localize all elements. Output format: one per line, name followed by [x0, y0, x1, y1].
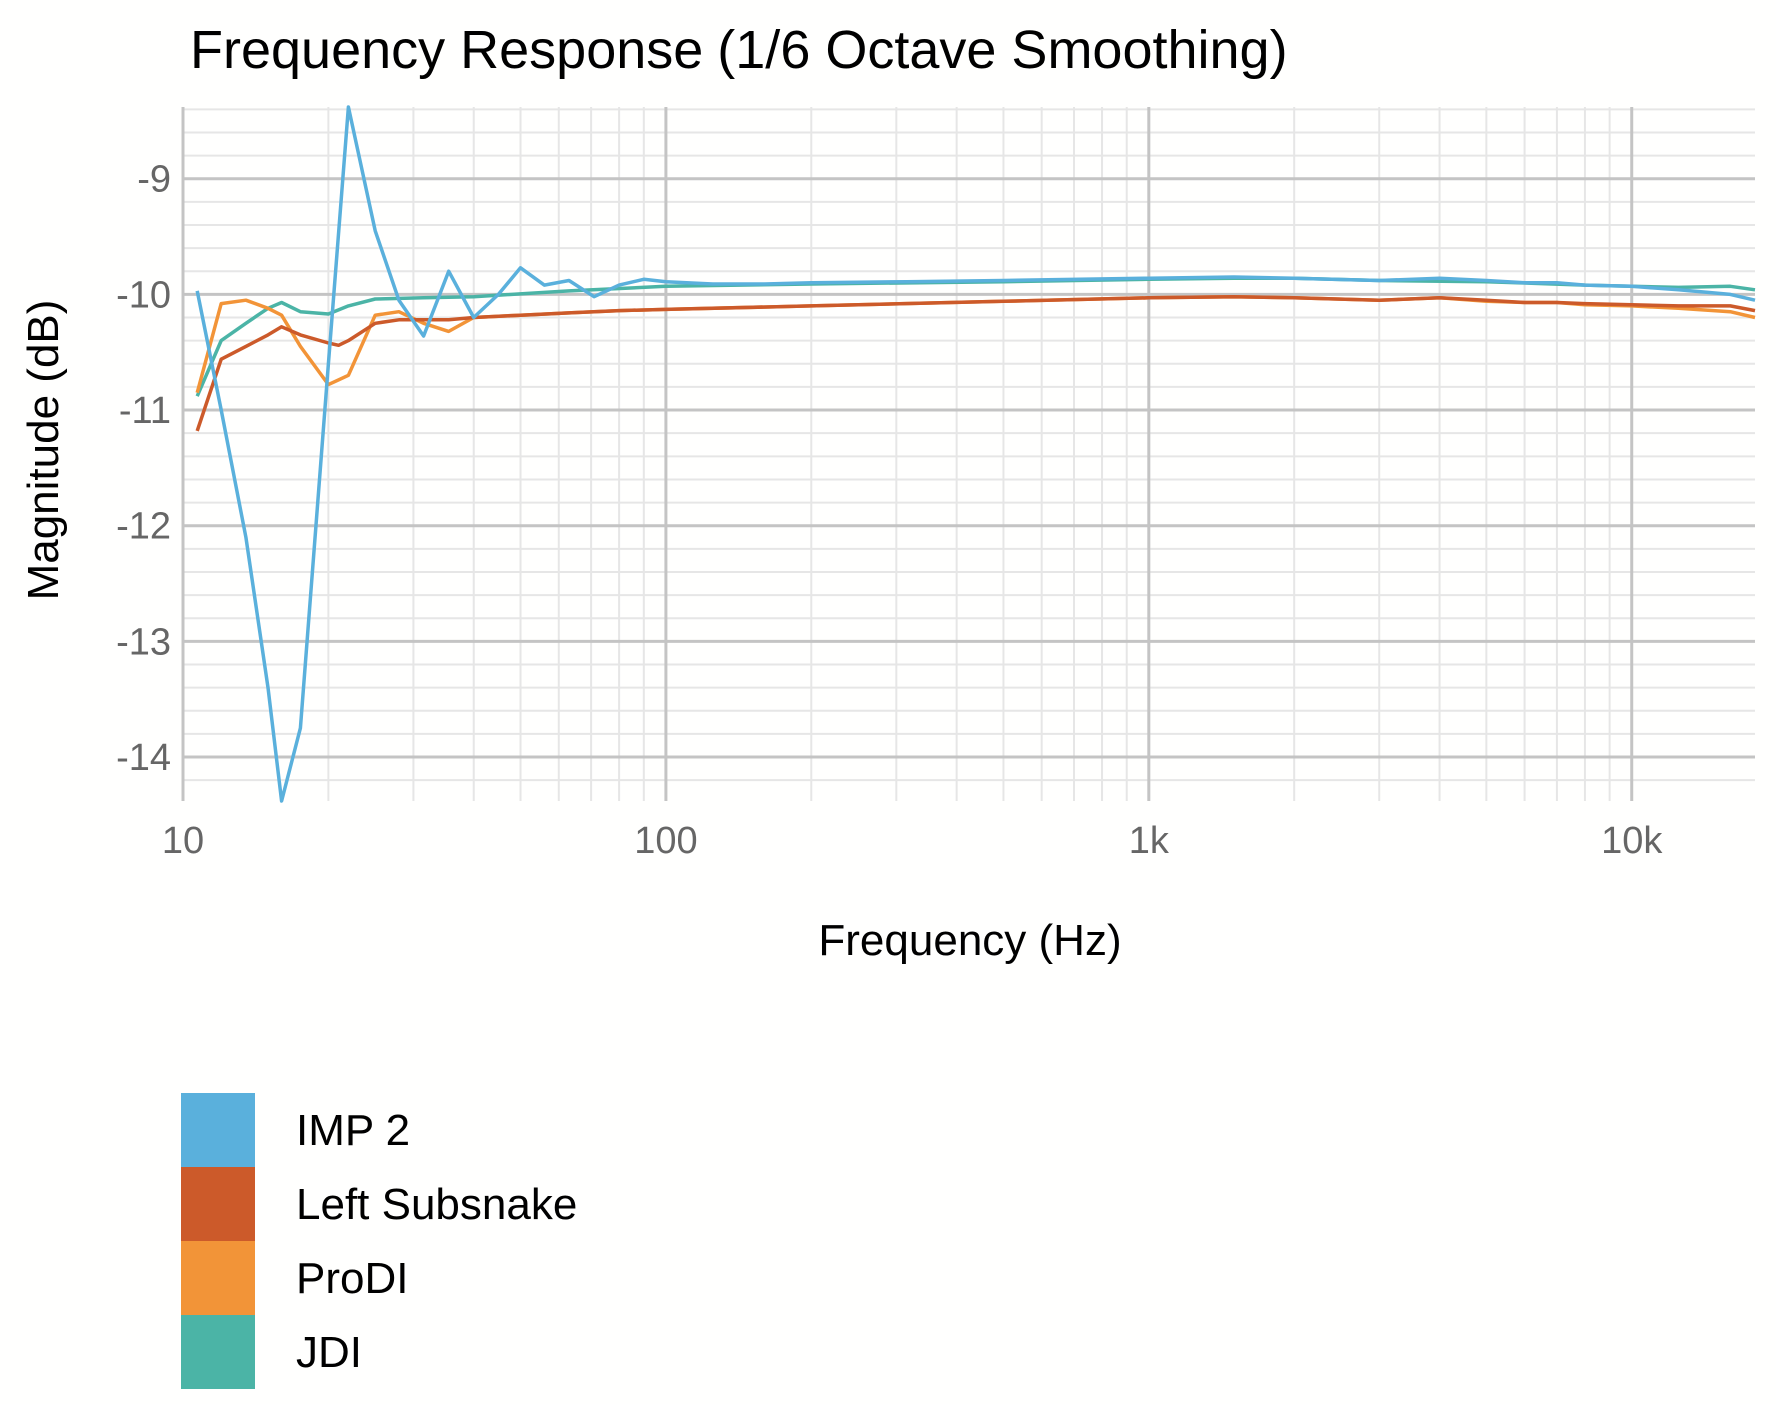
y-tick-label: -12 [116, 506, 171, 548]
legend-label: IMP 2 [296, 1106, 410, 1155]
y-axis-ticks: -9 -10 -11 -12 -13 -14 [116, 159, 171, 779]
series-line-left-subsnake [195, 294, 1756, 432]
y-tick-label: -10 [116, 274, 171, 316]
x-tick-label: 10k [1601, 820, 1663, 862]
x-axis-ticks: 10 100 1k 10k [162, 820, 1663, 862]
chart-title-main: Frequency Response [190, 20, 703, 80]
legend-label: JDI [296, 1328, 362, 1377]
x-axis-title: Frequency (Hz) [818, 916, 1121, 965]
plot-series [195, 105, 1756, 803]
legend-swatch-imp-2 [181, 1093, 255, 1167]
legend-swatch-prodi [181, 1241, 255, 1315]
legend-label: Left Subsnake [296, 1180, 577, 1229]
chart-title-subtitle: (1/6 Octave Smoothing) [717, 20, 1287, 80]
series-line-imp-2 [195, 105, 1756, 803]
plot-grid [181, 107, 1755, 801]
legend-swatch-left-subsnake [181, 1167, 255, 1241]
chart-title: Frequency Response (1/6 Octave Smoothing) [190, 20, 1288, 80]
y-tick-label: -13 [116, 621, 171, 663]
legend-swatch-jdi [181, 1315, 255, 1389]
x-tick-label: 10 [162, 820, 204, 862]
y-tick-label: -9 [137, 159, 171, 201]
legend: IMP 2 Left Subsnake ProDI JDI [181, 1093, 577, 1389]
y-tick-label: -11 [119, 390, 171, 432]
series-line-jdi [195, 276, 1756, 397]
x-tick-label: 100 [634, 820, 697, 862]
legend-label: ProDI [296, 1254, 408, 1303]
series-line-prodi [195, 294, 1756, 394]
x-tick-label: 1k [1129, 820, 1170, 862]
y-tick-label: -14 [116, 737, 171, 779]
y-axis-title: Magnitude (dB) [19, 300, 68, 601]
